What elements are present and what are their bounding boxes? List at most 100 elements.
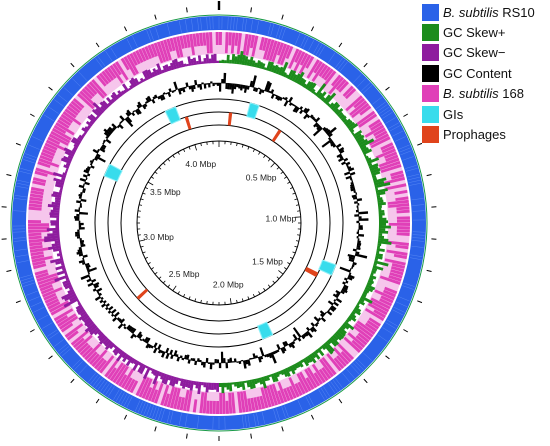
gc-content-bar [154,94,158,99]
b168-homology-block [28,229,50,233]
b168-homology-block [163,39,172,61]
gc-content-bar [251,75,257,88]
gc-skew-plus-bar [312,350,321,360]
b168-homology-block [28,235,42,240]
b168-homology-block [192,33,197,47]
gc-skew-minus-bar [130,77,138,87]
gc-content-bar [355,251,360,255]
gc-skew-plus-bar [261,63,266,70]
gc-content-bar [328,132,333,138]
gc-content-bar [247,359,251,366]
gc-skew-plus-bar [306,81,315,91]
gc-content-bar [301,334,306,340]
outer-tick [426,269,432,272]
gc-skew-plus-bar [340,324,346,330]
b168-homology-block [306,59,320,79]
gc-skew-minus-bar [81,127,89,134]
b168-homology-block [277,381,288,403]
gc-content-bar [219,83,222,92]
gc-skew-plus-bar [333,108,340,114]
gc-skew-minus-bar [169,62,175,71]
gc-skew-plus-bar [293,363,299,369]
b168-homology-block [135,50,144,64]
gc-content-bar [112,317,117,322]
gc-skew-minus-bar [60,157,72,165]
rs10-gene-mark [357,358,366,368]
outer-tick [15,142,21,146]
gc-content-bar [343,157,349,162]
rs10-gene-mark [54,339,64,347]
scale-tick [142,192,146,195]
gc-skew-minus-bar [67,155,74,160]
b168-homology-block [321,356,337,376]
gc-content-bar [322,126,327,131]
b168-homology-block [338,81,350,93]
scale-tick [162,162,166,166]
b168-homology-block [378,157,400,168]
gc-skew-plus-bar [256,60,261,69]
gc-content-bar [130,333,135,339]
gc-skew-minus-bar [62,155,73,162]
gc-skew-plus-bar [378,205,382,209]
b168-homology-block [323,68,334,81]
b168-homology-block [386,249,408,256]
gc-skew-minus-bar [162,65,168,73]
rs10-gene-mark [137,401,143,413]
gc-skew-plus-bar [266,61,272,71]
b168-homology-block [298,54,312,75]
rs10-gene-mark [200,17,202,30]
b168-homology-block [144,386,153,401]
gc-skew-minus-bar [201,61,205,64]
gc-skew-plus-bar [277,66,284,76]
gc-content-bar [311,116,315,120]
b168-homology-block [153,42,164,64]
rs10-gene-mark [382,327,393,335]
gc-skew-minus-bar [98,334,106,342]
b168-homology-block [388,275,402,282]
gc-skew-plus-bar [356,137,365,144]
gc-content-bar [187,359,191,364]
outer-tick [29,329,35,333]
gc-skew-minus-bar [177,61,182,69]
gc-skew-plus-bar [236,381,240,389]
gc-content-bar [297,337,302,342]
b168-homology-block [219,32,223,46]
gc-skew-plus-bar [295,361,301,368]
gc-content-bar [358,223,361,226]
rs10-gene-mark [57,343,68,352]
rs10-gene-mark [352,363,362,373]
b168-homology-block [374,289,395,301]
rs10-gene-mark [300,35,306,48]
b168-homology-block [347,332,366,349]
rs10-gene-mark [23,282,35,287]
b168-homology-block [57,313,77,328]
gc-skew-plus-bar [377,240,392,245]
gc-skew-minus-bar [49,214,60,218]
gc-skew-minus-bar [121,83,130,93]
gc-content-bar [123,323,127,327]
rs10-ring-outline [10,14,428,432]
b168-homology-block [150,389,159,403]
gc-content-bar [348,167,355,172]
gc-skew-minus-bar [187,56,192,66]
gc-skew-minus-bar [97,330,103,336]
gc-content-bar [306,330,313,338]
gc-content-bar [167,91,172,98]
gc-skew-minus-bar [69,295,78,302]
gc-skew-plus-bar [354,133,362,140]
gc-skew-plus-bar [319,91,327,100]
gc-skew-minus-bar [52,172,67,179]
gc-skew-plus-bar [291,364,297,371]
gc-content-bar [242,85,246,89]
gc-skew-minus-bar [55,181,65,186]
rs10-gene-mark [402,285,415,290]
rs10-gene-mark [393,306,405,313]
b168-homology-block [91,349,108,368]
gc-content-bar [288,343,293,348]
gc-content-bar [173,81,178,90]
gc-content-bar [190,357,194,361]
gc-skew-plus-bar [275,66,281,75]
rs10-gene-mark [14,195,27,198]
b168-homology-block [58,315,79,330]
gc-content-bar [79,227,85,230]
